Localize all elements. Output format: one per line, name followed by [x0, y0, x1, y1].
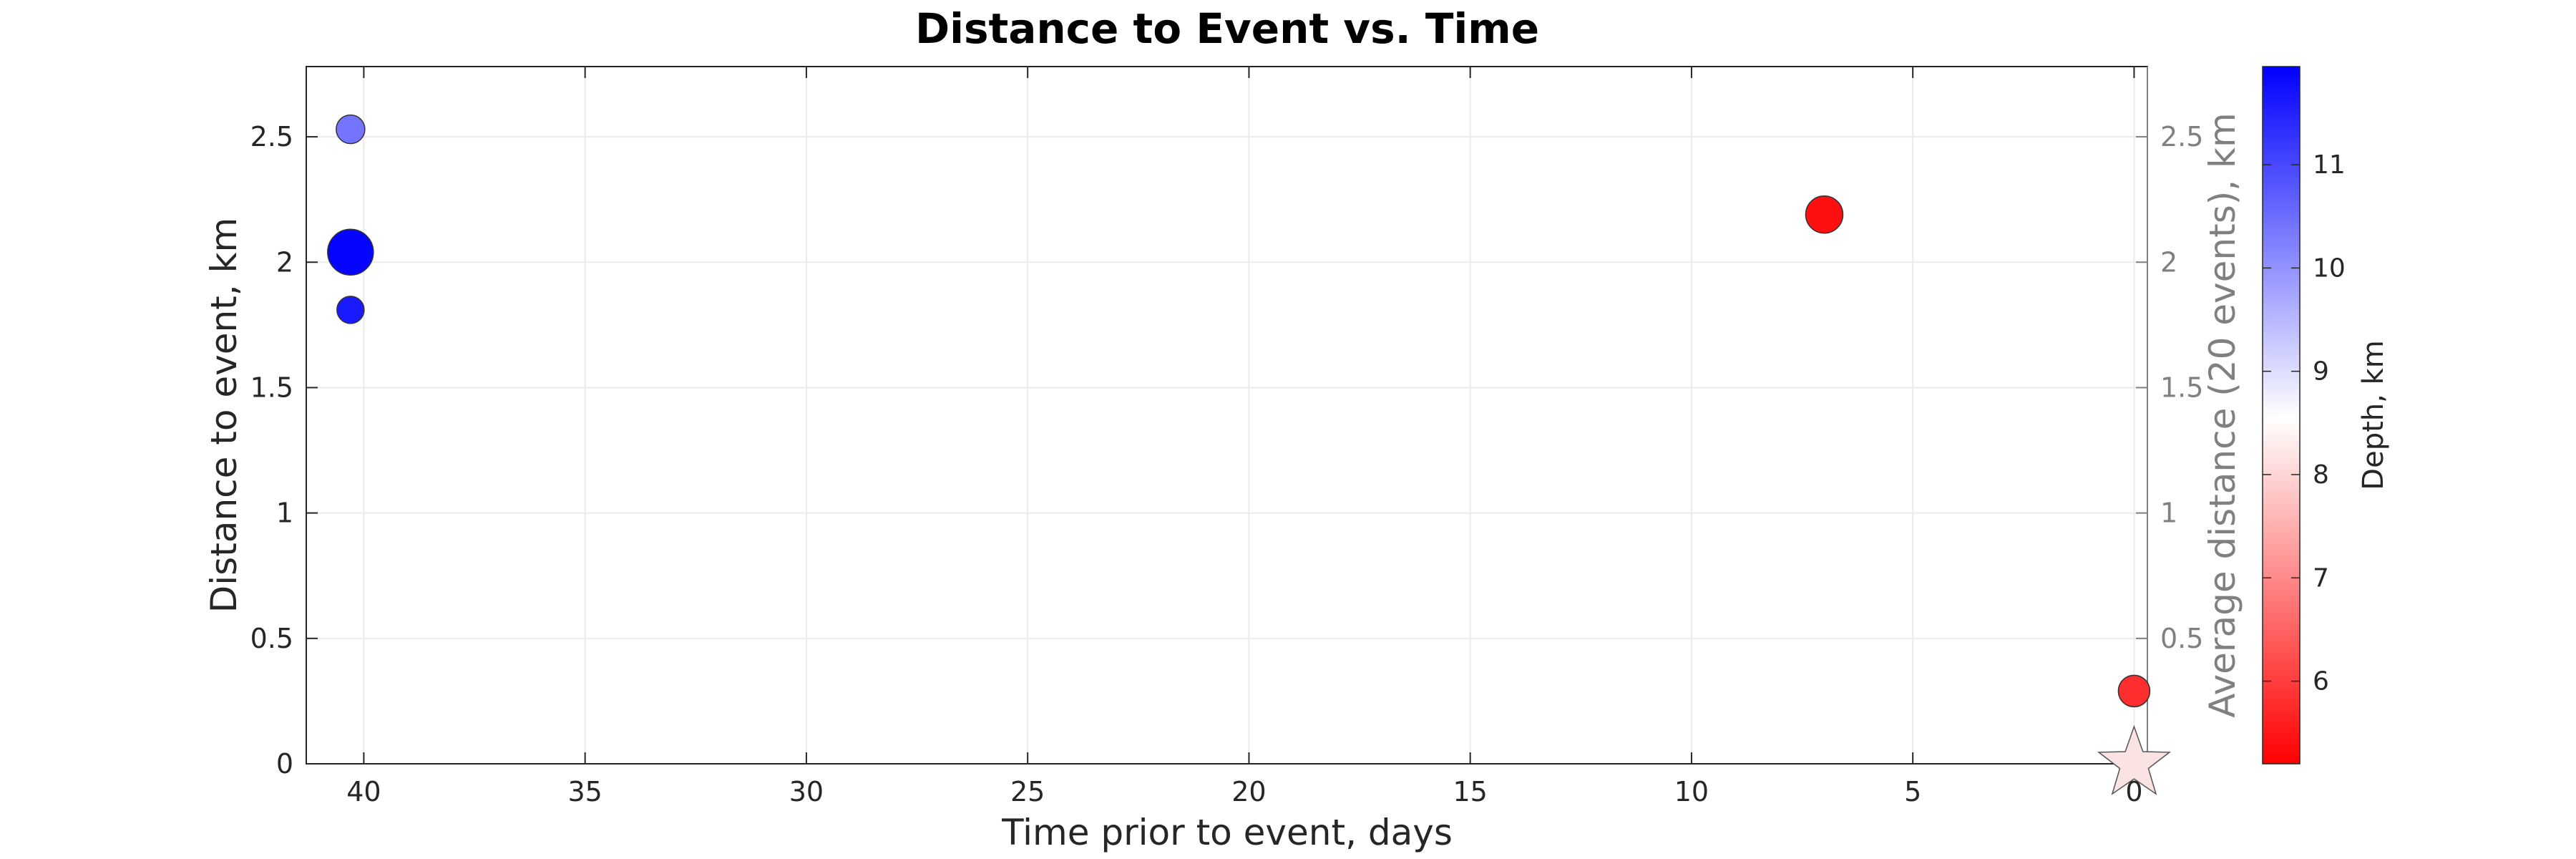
colorbar-label: Depth, km: [2357, 340, 2390, 490]
colorbar-tick-label: 9: [2313, 357, 2329, 387]
grid-layer: [306, 67, 2147, 764]
main-event-star: [2097, 724, 2172, 795]
y-right-tick-label: 1: [2160, 498, 2177, 529]
y-right-tick-label: 2: [2160, 246, 2177, 278]
y-tick-label: 0.5: [250, 623, 293, 654]
colorbar-tick-label: 6: [2313, 667, 2329, 697]
x-tick-label: 15: [1453, 776, 1488, 807]
colorbar-tick-label: 10: [2313, 253, 2346, 283]
chart-title: Distance to Event vs. Time: [915, 4, 1539, 53]
y-right-tick-label: 1.5: [2160, 372, 2203, 403]
x-tick-label: 35: [567, 776, 602, 807]
x-tick-label: 40: [346, 776, 381, 807]
y-tick-label: 0: [276, 748, 293, 780]
x-tick-label: 25: [1010, 776, 1045, 807]
colorbar-tick-label: 11: [2313, 150, 2346, 180]
colorbar: [2262, 66, 2301, 765]
colorbar-ticks: 6 7 8 9 10 11: [2263, 150, 2346, 697]
x-tick-label: 20: [1231, 776, 1266, 807]
y-right-axis-ticks: 0.5 1 1.5 2 2.5: [2136, 67, 2203, 764]
x-tick-label: 10: [1674, 776, 1709, 807]
data-point: [336, 296, 365, 324]
x-axis-ticks: 40 35 30 25 20 15 10 5 0: [346, 67, 2143, 807]
data-point: [2117, 674, 2151, 708]
colorbar-tick-label: 8: [2313, 460, 2329, 490]
y-tick-label: 2.5: [250, 121, 293, 152]
y-tick-label: 1: [276, 498, 293, 529]
y-axis-label: Distance to event, km: [203, 218, 245, 613]
points-layer: [327, 114, 2172, 795]
x-tick-label: 5: [1904, 776, 1921, 807]
y-right-tick-label: 0.5: [2160, 623, 2203, 654]
x-tick-label: 30: [789, 776, 824, 807]
y-right-tick-label: 2.5: [2160, 121, 2203, 152]
data-point: [336, 114, 366, 145]
x-axis-label: Time prior to event, days: [1001, 812, 1453, 853]
y-axis-ticks: 0 0.5 1 1.5 2 2.5: [250, 121, 318, 780]
y-tick-label: 1.5: [250, 372, 293, 403]
data-point: [1805, 195, 1844, 234]
y-tick-label: 2: [276, 246, 293, 278]
plot-frame: [306, 66, 2148, 765]
y-right-axis-label: Average distance (20 events), km: [2202, 112, 2243, 717]
data-point: [327, 228, 374, 276]
colorbar-tick-label: 7: [2313, 563, 2329, 593]
